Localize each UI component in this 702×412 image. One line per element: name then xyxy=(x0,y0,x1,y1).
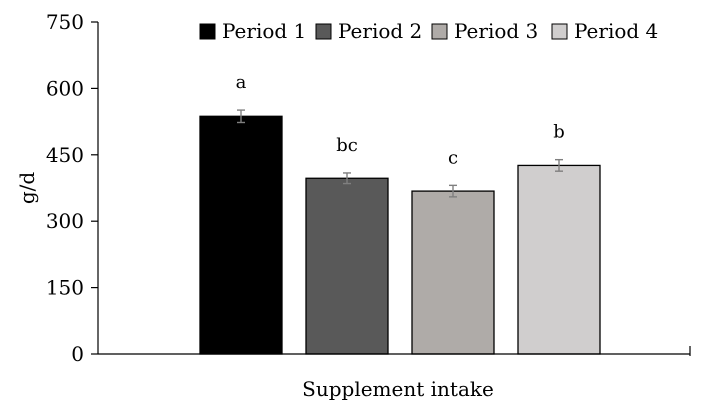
legend-label: Period 1 xyxy=(222,19,306,43)
significance-label: c xyxy=(448,147,458,168)
significance-label: bc xyxy=(336,135,358,156)
legend-swatch xyxy=(431,23,448,40)
error-bar xyxy=(555,158,563,172)
legend-label: Period 3 xyxy=(454,19,538,43)
significance-label: a xyxy=(236,72,247,93)
legend-swatch xyxy=(315,23,332,40)
significance-label: b xyxy=(553,122,565,143)
y-tick-label: 150 xyxy=(46,276,84,300)
legend-label: Period 4 xyxy=(574,19,658,43)
y-tick-label: 0 xyxy=(71,342,84,366)
y-axis-title: g/d xyxy=(15,172,39,205)
bars: a bc c b xyxy=(199,72,601,355)
legend-swatch xyxy=(551,23,568,40)
x-axis-title: Supplement intake xyxy=(302,377,494,401)
y-tick-label: 750 xyxy=(46,10,84,34)
bar xyxy=(199,115,283,355)
error-bar xyxy=(343,172,351,185)
bar xyxy=(517,164,601,355)
y-tick-label: 450 xyxy=(46,143,84,167)
bar xyxy=(411,190,495,355)
legend-swatch xyxy=(199,23,216,40)
error-bar xyxy=(237,109,245,124)
legend: Period 1 Period 2 Period 3 Period 4 xyxy=(199,19,658,43)
y-tick-label: 600 xyxy=(46,76,84,100)
y-axis-ticks: 0 150 300 450 600 750 xyxy=(46,10,98,366)
legend-label: Period 2 xyxy=(338,19,422,43)
error-bar xyxy=(449,184,457,198)
y-tick-label: 300 xyxy=(46,209,84,233)
bar xyxy=(305,177,389,355)
